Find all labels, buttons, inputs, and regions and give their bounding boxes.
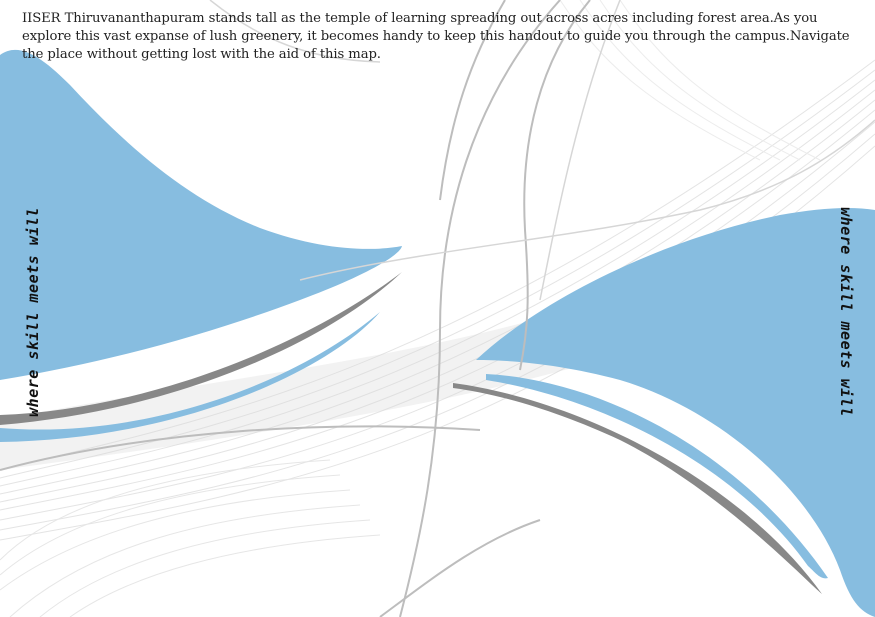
light-line-arcs <box>209 0 875 301</box>
tagline-left: where skill meets will <box>24 207 42 417</box>
intro-paragraph: IISER Thiruvananthapuram stands tall as … <box>22 11 850 62</box>
tagline-right: where skill meets will <box>837 207 855 417</box>
right-blue-wave <box>476 207 875 617</box>
faint-curves-top-right <box>559 0 821 161</box>
faint-curves-bottom-left <box>0 459 381 617</box>
faint-ribbon-lines <box>0 59 875 541</box>
gray-line-arcs <box>0 0 591 617</box>
left-blue-wave <box>0 49 402 381</box>
